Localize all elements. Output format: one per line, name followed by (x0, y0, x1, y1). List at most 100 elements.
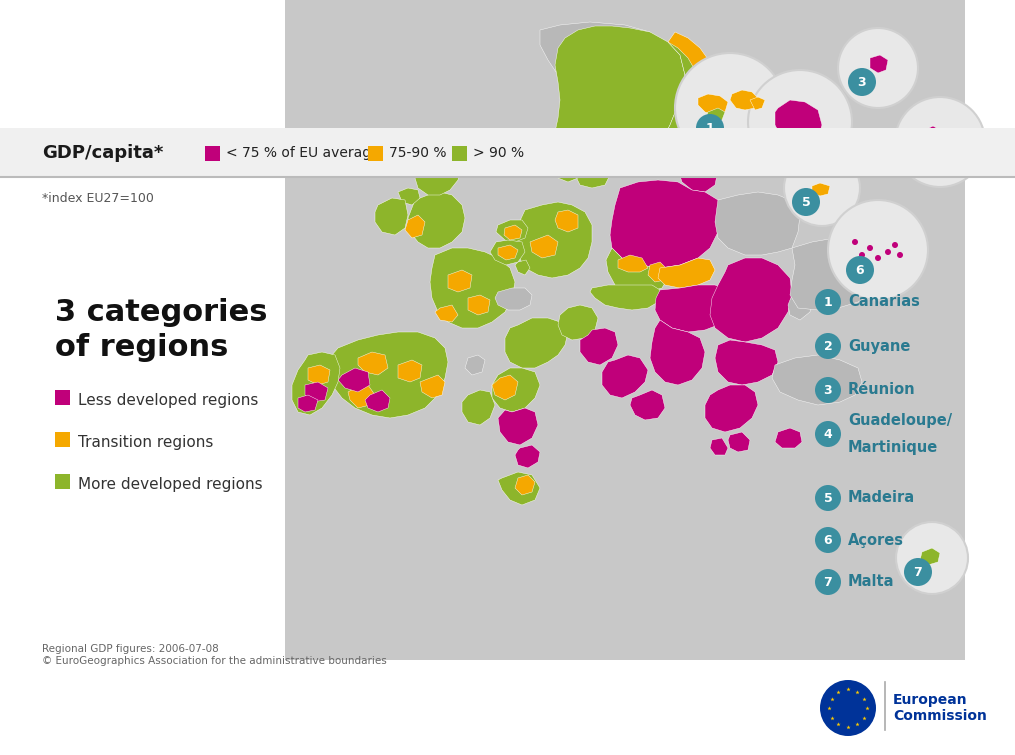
Polygon shape (602, 355, 648, 398)
Circle shape (784, 150, 860, 226)
Text: < 75 % of EU average: < 75 % of EU average (226, 146, 380, 160)
Polygon shape (715, 192, 800, 255)
Polygon shape (555, 210, 578, 232)
FancyBboxPatch shape (55, 474, 70, 489)
Polygon shape (365, 390, 390, 412)
Circle shape (748, 70, 852, 174)
Circle shape (815, 485, 841, 511)
Text: 2: 2 (823, 340, 832, 353)
Text: 7: 7 (914, 565, 923, 578)
Text: 7: 7 (823, 575, 832, 588)
Circle shape (852, 239, 858, 245)
Polygon shape (308, 365, 330, 385)
Polygon shape (648, 262, 668, 282)
Polygon shape (576, 160, 610, 188)
Text: 6: 6 (824, 534, 832, 547)
Circle shape (895, 97, 985, 187)
Polygon shape (298, 395, 318, 412)
Circle shape (892, 242, 898, 248)
Text: More developed regions: More developed regions (78, 476, 263, 492)
Polygon shape (398, 360, 422, 382)
Polygon shape (358, 352, 388, 375)
Polygon shape (498, 245, 518, 260)
Polygon shape (530, 235, 558, 258)
Circle shape (845, 256, 874, 284)
Text: of regions: of regions (55, 333, 228, 362)
Text: Malta: Malta (848, 575, 894, 590)
Polygon shape (920, 548, 940, 565)
FancyBboxPatch shape (368, 146, 383, 161)
Polygon shape (415, 158, 460, 195)
Polygon shape (750, 97, 765, 110)
Text: Guyane: Guyane (848, 338, 910, 353)
Text: *index EU27=100: *index EU27=100 (42, 192, 154, 205)
Polygon shape (630, 390, 665, 420)
Polygon shape (775, 100, 822, 145)
Polygon shape (728, 432, 750, 452)
Polygon shape (420, 375, 445, 398)
Text: Commission: Commission (893, 709, 987, 723)
Polygon shape (496, 220, 528, 242)
Circle shape (908, 144, 936, 172)
FancyBboxPatch shape (55, 390, 70, 405)
Polygon shape (655, 285, 732, 332)
Text: 3 categories: 3 categories (55, 298, 268, 327)
Circle shape (675, 53, 785, 163)
Polygon shape (710, 258, 792, 342)
Circle shape (897, 252, 903, 258)
Text: 1: 1 (823, 295, 832, 309)
Polygon shape (540, 22, 660, 95)
Polygon shape (555, 26, 685, 175)
Polygon shape (580, 328, 618, 365)
Circle shape (838, 28, 918, 108)
FancyBboxPatch shape (55, 432, 70, 447)
Polygon shape (515, 202, 592, 278)
Circle shape (904, 558, 932, 586)
Polygon shape (680, 108, 790, 158)
Circle shape (828, 200, 928, 300)
FancyBboxPatch shape (205, 146, 220, 161)
Circle shape (815, 333, 841, 359)
Text: 5: 5 (802, 196, 810, 208)
FancyBboxPatch shape (452, 146, 467, 161)
Polygon shape (710, 438, 728, 455)
Text: © EuroGeographics Association for the administrative boundaries: © EuroGeographics Association for the ad… (42, 656, 387, 666)
Circle shape (815, 421, 841, 447)
Polygon shape (498, 472, 540, 505)
Text: Regional GDP figures: 2006-07-08: Regional GDP figures: 2006-07-08 (42, 644, 219, 654)
Circle shape (768, 128, 796, 156)
Circle shape (867, 245, 873, 251)
Circle shape (815, 377, 841, 403)
Text: Canarias: Canarias (848, 294, 920, 310)
Polygon shape (408, 192, 465, 248)
Polygon shape (462, 390, 495, 425)
Polygon shape (492, 375, 518, 400)
Polygon shape (495, 288, 532, 310)
Polygon shape (658, 42, 706, 148)
Text: > 90 %: > 90 % (473, 146, 524, 160)
Polygon shape (435, 305, 458, 322)
Text: Less developed regions: Less developed regions (78, 393, 259, 408)
Text: Açores: Açores (848, 532, 904, 547)
Circle shape (815, 569, 841, 595)
Polygon shape (492, 368, 540, 412)
Polygon shape (870, 55, 888, 73)
Polygon shape (555, 152, 582, 182)
FancyBboxPatch shape (285, 0, 965, 660)
Polygon shape (772, 355, 862, 405)
Polygon shape (432, 155, 455, 172)
Circle shape (848, 68, 876, 96)
Polygon shape (936, 141, 952, 155)
Polygon shape (730, 90, 758, 110)
Polygon shape (775, 428, 802, 448)
Polygon shape (515, 475, 535, 495)
Polygon shape (558, 305, 598, 340)
Polygon shape (610, 180, 722, 268)
Polygon shape (498, 408, 538, 445)
Circle shape (896, 522, 968, 594)
Polygon shape (705, 385, 758, 432)
Polygon shape (468, 295, 490, 315)
Polygon shape (515, 445, 540, 468)
Text: 1: 1 (705, 122, 715, 134)
Text: 5: 5 (823, 492, 832, 504)
